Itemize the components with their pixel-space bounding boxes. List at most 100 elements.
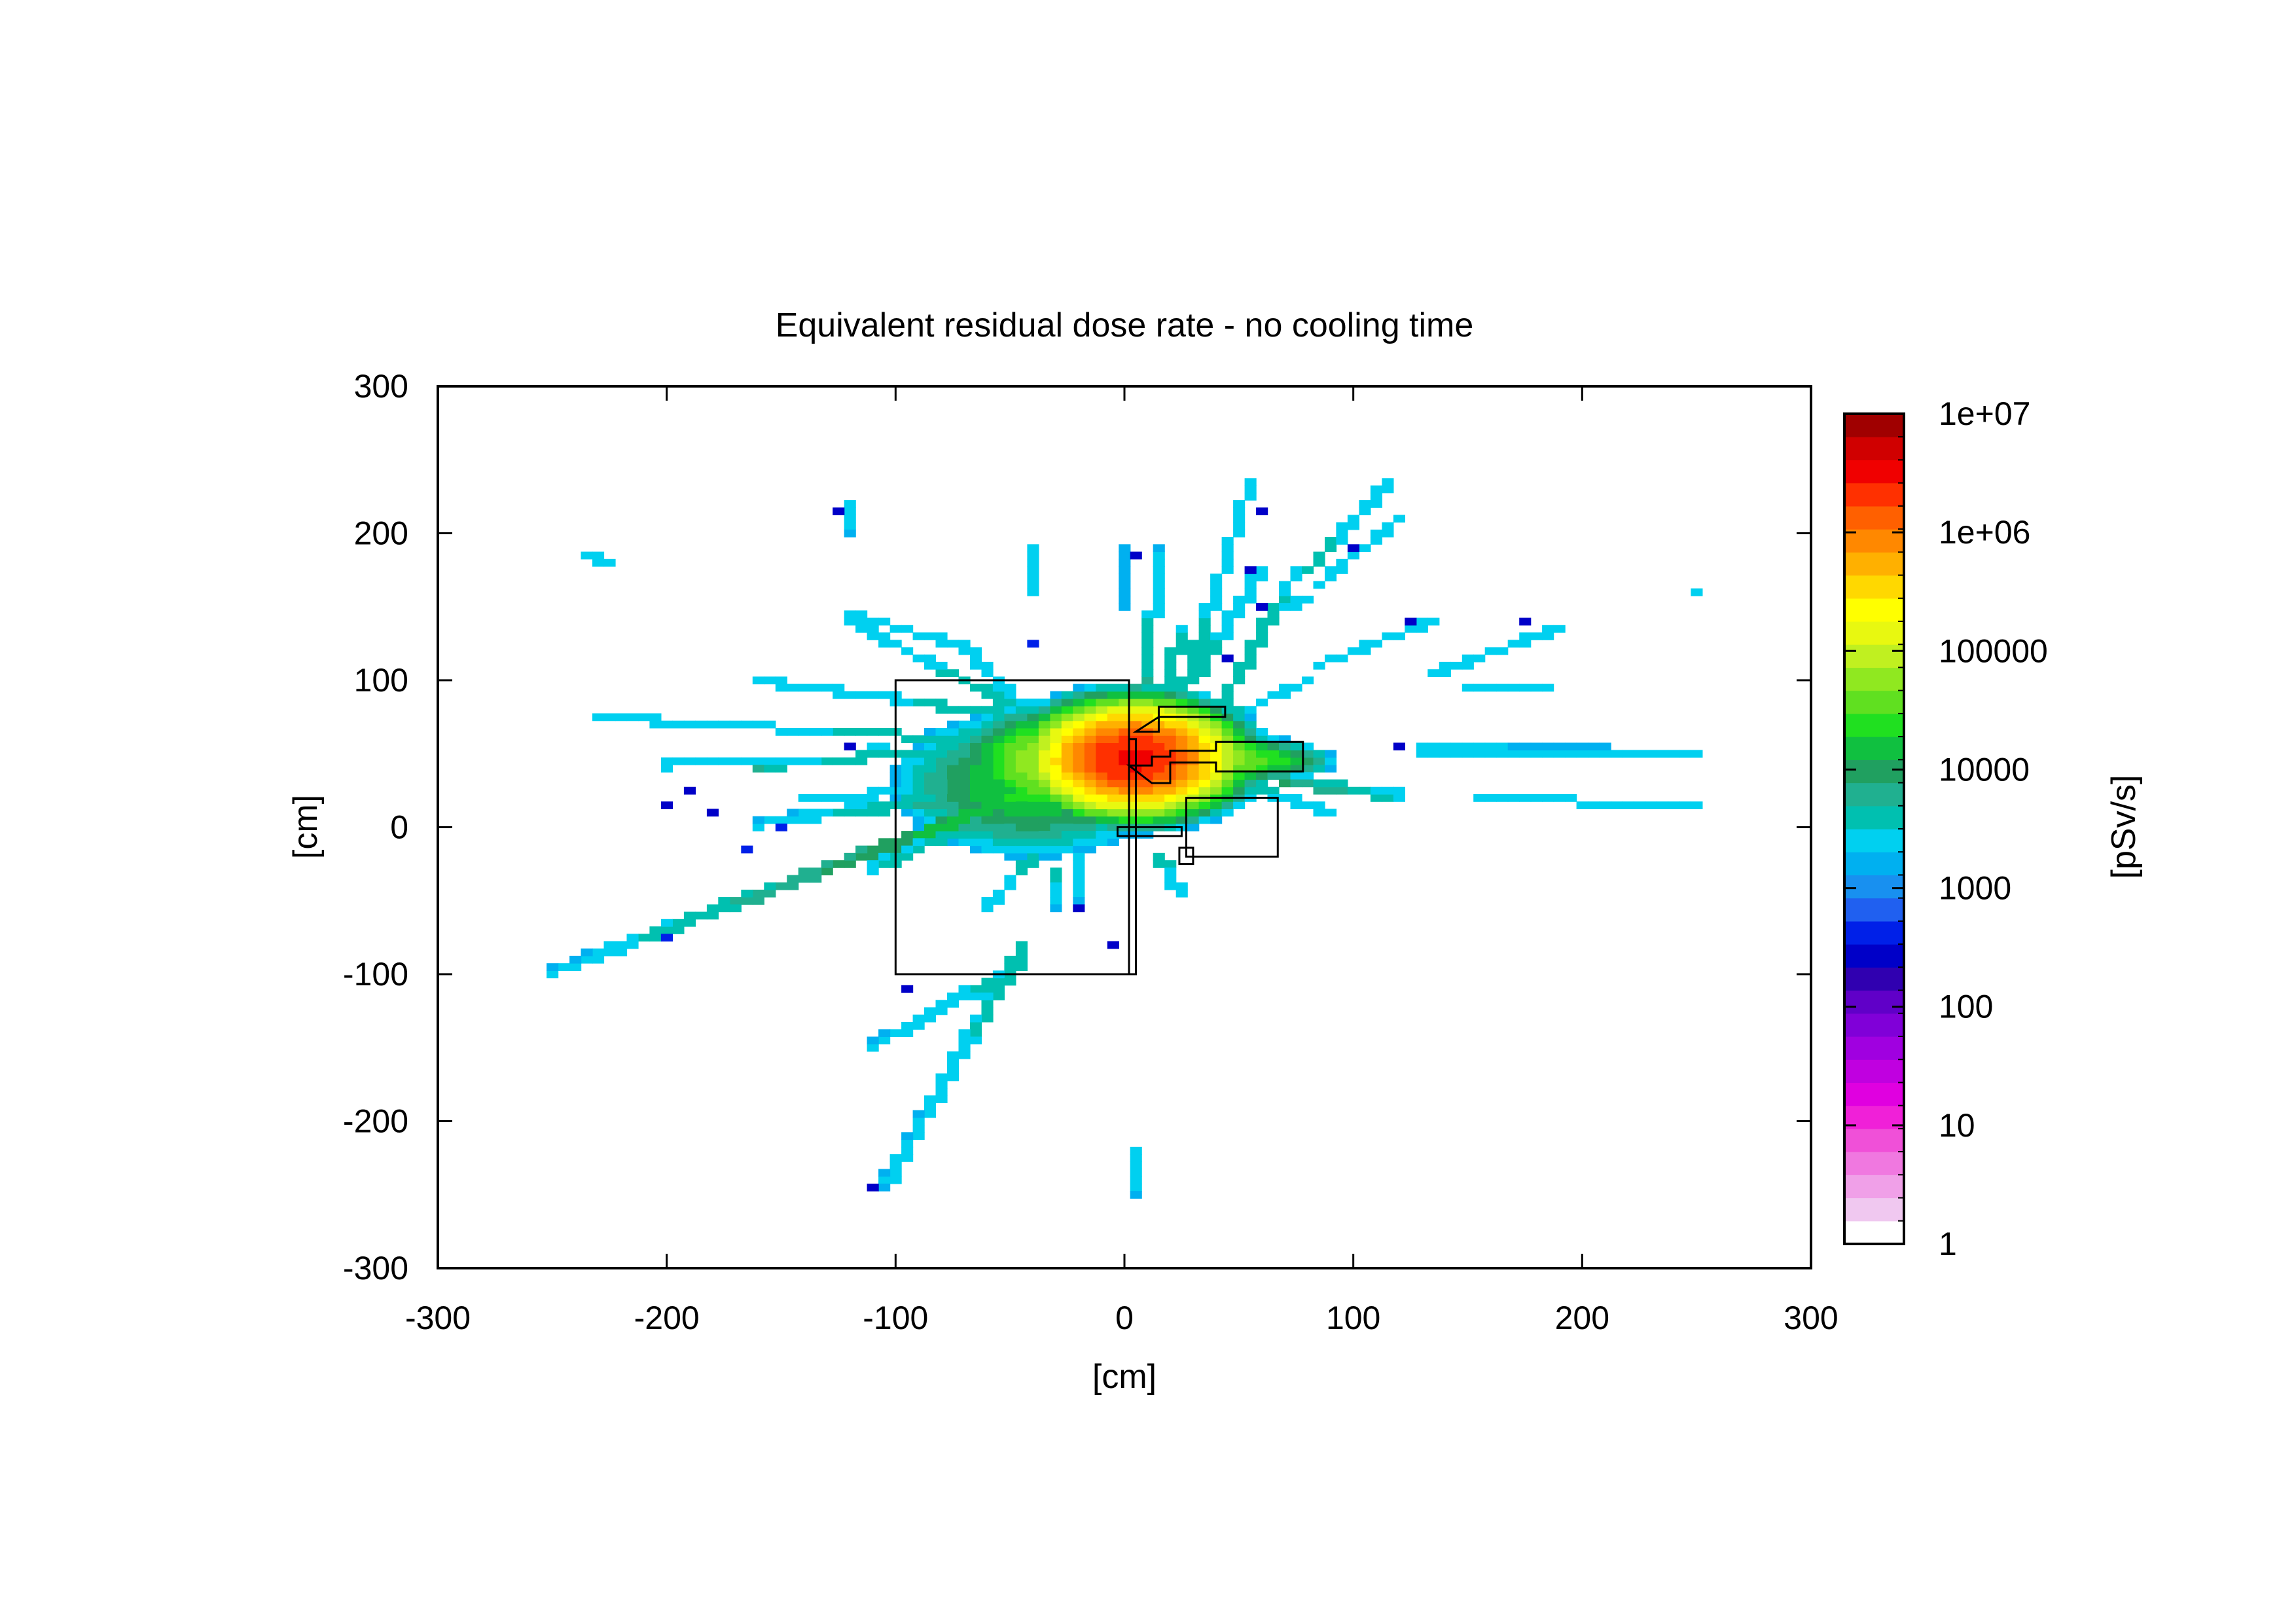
heatmap-cell bbox=[833, 728, 845, 736]
heatmap-cell bbox=[1050, 786, 1062, 795]
heatmap-cell bbox=[981, 897, 994, 905]
heatmap-cell bbox=[706, 720, 719, 729]
heatmap-cell bbox=[970, 720, 982, 729]
heatmap-cell bbox=[1050, 750, 1062, 758]
heatmap-cell bbox=[1027, 757, 1039, 765]
heatmap-cell bbox=[970, 757, 982, 765]
heatmap-cell bbox=[1588, 750, 1600, 758]
heatmap-cell bbox=[1061, 801, 1073, 809]
colorbar-swatch bbox=[1844, 875, 1904, 899]
heatmap-cell bbox=[1313, 765, 1325, 773]
heatmap-cell bbox=[1484, 684, 1497, 692]
x-axis-label: [cm] bbox=[1092, 1358, 1157, 1396]
heatmap-cell bbox=[992, 816, 1005, 824]
heatmap-cell bbox=[1187, 801, 1200, 809]
heatmap-cell bbox=[1187, 809, 1200, 817]
heatmap-cell bbox=[1119, 831, 1131, 839]
heatmap-cell bbox=[1244, 595, 1257, 604]
heatmap-cell bbox=[855, 794, 868, 802]
heatmap-cell bbox=[1244, 654, 1257, 663]
heatmap-cell bbox=[935, 661, 948, 670]
heatmap-cell bbox=[1073, 699, 1085, 706]
heatmap-cell bbox=[935, 794, 948, 802]
colorbar bbox=[1844, 414, 1904, 1245]
heatmap-cell bbox=[1027, 588, 1039, 596]
heatmap-cell bbox=[1233, 595, 1246, 604]
heatmap-cell bbox=[1325, 779, 1337, 788]
heatmap-cell bbox=[1256, 632, 1268, 640]
heatmap-cell bbox=[810, 875, 822, 883]
colorbar-swatch bbox=[1844, 852, 1904, 875]
heatmap-cell bbox=[1084, 794, 1096, 802]
heatmap-cell bbox=[878, 845, 891, 854]
heatmap-cell bbox=[935, 823, 948, 831]
heatmap-cell bbox=[1096, 823, 1108, 831]
heatmap-cell bbox=[1382, 632, 1394, 640]
heatmap-cell bbox=[1141, 794, 1154, 802]
heatmap-cell bbox=[935, 706, 948, 714]
heatmap-cell bbox=[1004, 852, 1016, 861]
heatmap-cell bbox=[1153, 610, 1165, 619]
heatmap-cell bbox=[1382, 485, 1394, 494]
heatmap-cell bbox=[1313, 661, 1325, 670]
heatmap-cell bbox=[935, 735, 948, 743]
heatmap-cell bbox=[1302, 765, 1314, 773]
heatmap-cell bbox=[1153, 757, 1165, 765]
heatmap-cell bbox=[1210, 603, 1223, 611]
heatmap-cell bbox=[1290, 603, 1302, 611]
heatmap-cell bbox=[1004, 684, 1016, 692]
heatmap-cell bbox=[1210, 816, 1223, 824]
heatmap-cell bbox=[924, 699, 937, 706]
heatmap-cell bbox=[1164, 816, 1177, 824]
heatmap-cell bbox=[844, 522, 856, 530]
heatmap-cell bbox=[810, 684, 822, 692]
heatmap-cell bbox=[1038, 779, 1050, 788]
heatmap-cell bbox=[1221, 772, 1234, 780]
heatmap-cell bbox=[1050, 801, 1062, 809]
heatmap-cell bbox=[1279, 684, 1291, 692]
heatmap-cell bbox=[1279, 691, 1291, 699]
heatmap-cell bbox=[935, 1088, 948, 1096]
heatmap-cell bbox=[1622, 801, 1634, 809]
heatmap-cell bbox=[775, 816, 787, 824]
colorbar-swatch bbox=[1844, 1152, 1904, 1175]
heatmap-cell bbox=[787, 816, 799, 824]
heatmap-cell bbox=[1553, 625, 1566, 633]
x-tick-label: -200 bbox=[634, 1300, 700, 1336]
heatmap-cell bbox=[935, 779, 948, 788]
heatmap-cell bbox=[1325, 750, 1337, 758]
heatmap-cell bbox=[1073, 772, 1085, 780]
heatmap-cell bbox=[1175, 625, 1188, 633]
heatmap-cell bbox=[844, 500, 856, 508]
heatmap-cell bbox=[981, 1000, 994, 1008]
heatmap-cell bbox=[1256, 728, 1268, 736]
heatmap-cell bbox=[1096, 728, 1108, 736]
heatmap-cell bbox=[1279, 772, 1291, 780]
heatmap-cell bbox=[1542, 625, 1554, 633]
heatmap-cell bbox=[1221, 765, 1234, 773]
heatmap-cell bbox=[878, 1176, 891, 1184]
heatmap-cell bbox=[1267, 757, 1280, 765]
heatmap-cell bbox=[1050, 742, 1062, 751]
heatmap-cell bbox=[992, 779, 1005, 788]
heatmap-cell bbox=[1038, 838, 1050, 847]
heatmap-cell bbox=[878, 640, 891, 648]
heatmap-cell bbox=[878, 852, 891, 861]
heatmap-cell bbox=[1221, 691, 1234, 699]
heatmap-cell bbox=[1096, 706, 1108, 714]
heatmap-cell bbox=[1130, 1191, 1142, 1199]
colorbar-swatch bbox=[1844, 621, 1904, 645]
heatmap-cell bbox=[1027, 765, 1039, 773]
heatmap-cell bbox=[1187, 786, 1200, 795]
heatmap-cell bbox=[775, 757, 787, 765]
heatmap-cell bbox=[660, 919, 673, 927]
heatmap-cell bbox=[1027, 706, 1039, 714]
heatmap-cell bbox=[924, 1095, 937, 1103]
heatmap-cell bbox=[970, 794, 982, 802]
geometry-outline bbox=[1126, 740, 1304, 784]
heatmap-cell bbox=[970, 1022, 982, 1030]
heatmap-cell bbox=[1164, 699, 1177, 706]
heatmap-cell bbox=[752, 676, 764, 685]
heatmap-cell bbox=[1233, 779, 1246, 788]
heatmap-cell bbox=[775, 684, 787, 692]
